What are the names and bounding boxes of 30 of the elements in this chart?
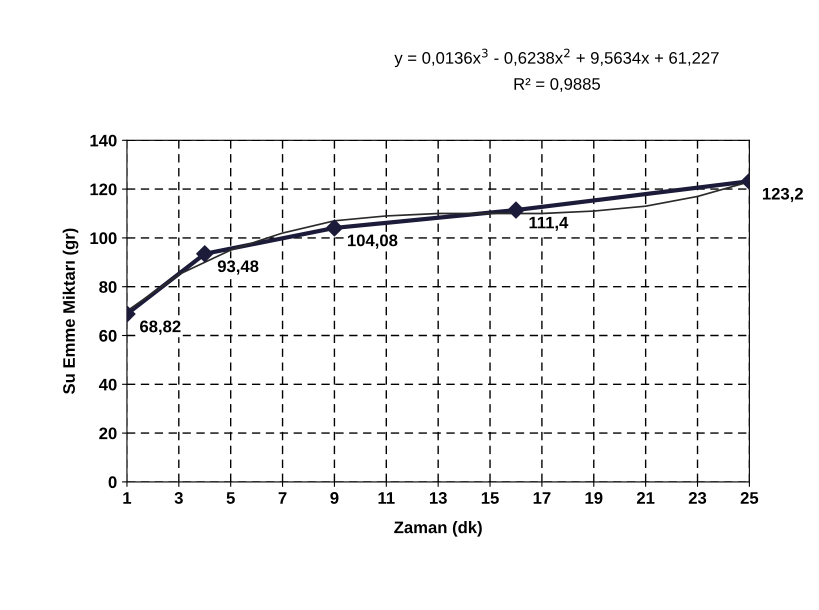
data-label: 68,82 (140, 320, 180, 335)
data-label: 93,48 (218, 260, 258, 275)
y-tick-label: 100 (90, 232, 117, 244)
y-tick-label: 120 (90, 184, 117, 196)
x-tick-label: 13 (430, 492, 447, 504)
x-tick-label: 19 (586, 492, 602, 504)
x-tick-label: 7 (278, 492, 286, 504)
data-label: 111,4 (530, 216, 568, 231)
y-axis-title: Su Emme Miktarı (gr) (62, 228, 78, 394)
x-tick-label: 25 (740, 492, 758, 504)
text: y = 0,0136x$^{3}$ - 0,6238x$^{2}$ + 9,5634x + 61,227 (394, 48, 719, 68)
text: R² = 0,9885 (514, 78, 600, 92)
x-tick-label: 11 (378, 492, 395, 504)
data-label: 104,08 (348, 234, 398, 249)
data-label: 123,2 (762, 188, 803, 202)
y-tick-label: 80 (99, 281, 117, 293)
y-tick-label: 60 (99, 330, 117, 342)
x-tick-label: 5 (226, 492, 235, 504)
y-tick-label: 140 (90, 134, 117, 147)
x-tick-label: 3 (174, 492, 183, 504)
x-tick-label: 23 (688, 492, 706, 504)
y-tick-label: 20 (99, 428, 117, 440)
x-tick-label: 21 (636, 492, 654, 504)
x-axis-title: Zaman (dk) (394, 521, 482, 537)
x-tick-label: 1 (123, 492, 132, 504)
x-tick-label: 9 (330, 492, 338, 504)
x-tick-label: 17 (534, 492, 550, 504)
x-tick-label: 15 (482, 492, 499, 504)
y-tick-label: 40 (98, 378, 117, 391)
y-tick-label: 0 (108, 476, 117, 488)
